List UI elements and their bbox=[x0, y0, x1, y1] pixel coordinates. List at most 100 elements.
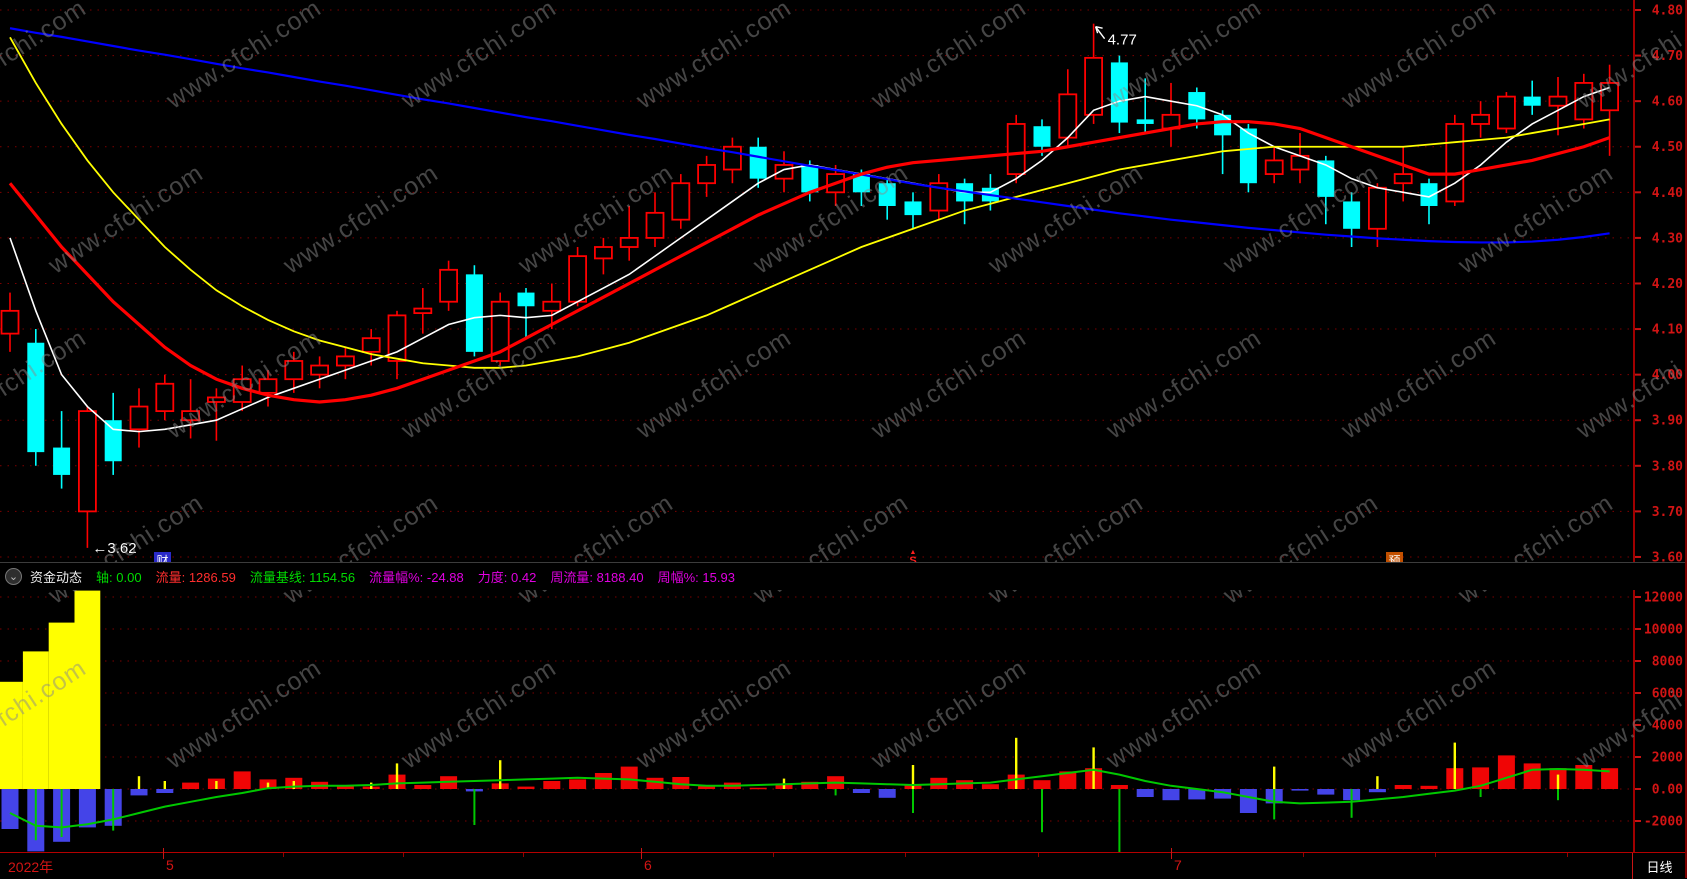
weekly-flow-spike bbox=[1556, 774, 1560, 789]
flow-axis-label: 0.00 bbox=[1652, 783, 1683, 798]
candle-body-up bbox=[439, 268, 459, 303]
price-axis-label: 4.00 bbox=[1652, 368, 1683, 383]
price-axis-label: 4.40 bbox=[1652, 186, 1683, 201]
week-tick bbox=[1435, 853, 1436, 857]
year-label: 2022年 bbox=[8, 859, 54, 875]
daily-flow-bar bbox=[517, 786, 535, 789]
daily-flow-bar bbox=[1317, 789, 1335, 795]
month-tick bbox=[641, 848, 642, 859]
candle-body-down bbox=[1136, 119, 1154, 124]
candle-body-up bbox=[1548, 95, 1568, 107]
month-label: 7 bbox=[1174, 857, 1182, 873]
main-chart-svg[interactable]: 4.80 4.70 4.60 4.50 4.40 4.30 4.20 4.10 4.00 3.90… bbox=[0, 0, 1687, 852]
candle-body-down bbox=[801, 164, 819, 193]
daily-flow-bar bbox=[878, 789, 896, 798]
flow-axis-label: 10000 bbox=[1644, 623, 1683, 638]
price-axis-label: 4.30 bbox=[1652, 231, 1683, 246]
candle-body-up bbox=[181, 410, 201, 422]
candle-body-up bbox=[671, 182, 691, 221]
week-tick bbox=[1038, 853, 1039, 857]
weekly-flow-spike bbox=[1273, 766, 1276, 789]
weekly-flow-spike bbox=[1376, 776, 1379, 789]
daily-flow-bar bbox=[672, 777, 690, 789]
ma-line-yellow bbox=[9, 36, 1610, 369]
candle-body-up bbox=[1497, 95, 1516, 130]
flow-axis-label: -2000 bbox=[1644, 815, 1683, 830]
daily-flow-bar bbox=[414, 785, 432, 789]
weekly-flow-bar bbox=[22, 651, 49, 789]
weekly-flow-spike bbox=[1453, 742, 1456, 789]
price-axis-label: 3.60 bbox=[1652, 550, 1683, 565]
daily-flow-bar bbox=[801, 781, 819, 789]
candle-body-up bbox=[1368, 186, 1387, 230]
daily-flow-bar bbox=[956, 780, 974, 789]
indicator-field-flow-baseline: 流量基线: 1154.56 bbox=[249, 570, 356, 585]
month-tick bbox=[163, 848, 164, 859]
low-price-label: ←3.62 bbox=[92, 540, 136, 557]
weekly-flow-spike bbox=[215, 781, 218, 789]
candle-body-up bbox=[697, 164, 716, 185]
daily-flow-bar bbox=[1291, 789, 1309, 791]
daily-flow-bar bbox=[749, 787, 767, 790]
chevron-down-icon[interactable]: ⌄ bbox=[5, 568, 22, 585]
candle-body-down bbox=[517, 292, 535, 307]
week-tick bbox=[1567, 853, 1568, 857]
candle-body-up bbox=[0, 309, 20, 335]
daily-flow-bar bbox=[1394, 785, 1412, 789]
xd-event-marker[interactable]: ▲ S bbox=[906, 549, 920, 567]
price-axis-label: 4.10 bbox=[1652, 323, 1683, 338]
candle-body-down bbox=[1523, 96, 1541, 106]
candle-body-up bbox=[78, 410, 97, 513]
weekly-flow-spike bbox=[911, 765, 915, 789]
week-tick bbox=[905, 853, 906, 857]
weekly-flow-bar bbox=[74, 590, 101, 789]
candle-body-down bbox=[1110, 62, 1128, 123]
weekly-flow-spike bbox=[1092, 747, 1095, 789]
candle-body-up bbox=[1445, 123, 1465, 203]
indicator-field-week-flow: 周流量: 8188.40 bbox=[550, 570, 644, 585]
candle-body-up bbox=[929, 182, 949, 212]
candle-body-up bbox=[335, 355, 355, 367]
daily-flow-bar bbox=[569, 779, 587, 789]
candle-body-up bbox=[1264, 159, 1284, 175]
candle-body-up bbox=[619, 236, 639, 248]
candle-body-up bbox=[1600, 82, 1619, 112]
period-label: 日线 bbox=[1646, 859, 1673, 875]
week-tick bbox=[403, 853, 404, 857]
price-axis-label: 3.70 bbox=[1652, 505, 1683, 520]
week-tick bbox=[1303, 853, 1304, 857]
candle-body-down bbox=[749, 146, 767, 179]
candle-body-up bbox=[155, 382, 175, 413]
candle-body-down bbox=[878, 183, 896, 206]
daily-flow-bar bbox=[130, 789, 148, 796]
daily-flow-bar bbox=[1420, 785, 1438, 789]
candle-body-up bbox=[206, 396, 226, 403]
daily-flow-bar bbox=[1214, 789, 1232, 799]
date-axis: 2022年 日线 5 6 7 bbox=[0, 848, 1687, 879]
daily-flow-bar bbox=[698, 785, 716, 789]
weekly-flow-spike bbox=[1015, 737, 1018, 789]
ma-line-blue bbox=[9, 27, 1610, 244]
indicator-field-axis: 轴: 0.00 bbox=[96, 570, 142, 585]
screen-right-border bbox=[1685, 0, 1687, 878]
ma-line-red bbox=[8, 120, 1611, 404]
fund-flow-panel[interactable] bbox=[0, 590, 1619, 852]
candle-body-down bbox=[904, 201, 922, 216]
price-axis-label: 4.70 bbox=[1652, 49, 1683, 64]
weekly-flow-spike bbox=[163, 781, 166, 789]
flow-baseline-curve bbox=[9, 767, 1610, 829]
indicator-name: 资金动态 bbox=[30, 570, 83, 585]
daily-flow-bar bbox=[1575, 765, 1593, 789]
flow-axis-label: 4000 bbox=[1652, 719, 1683, 734]
period-selector[interactable]: 日线 bbox=[1632, 853, 1686, 879]
daily-flow-bar bbox=[646, 777, 664, 789]
price-axis-label: 3.80 bbox=[1652, 459, 1683, 474]
weekly-flow-bar bbox=[48, 622, 75, 789]
daily-flow-bar bbox=[543, 781, 561, 789]
price-axis-label: 3.90 bbox=[1652, 414, 1683, 429]
candlestick-panel[interactable] bbox=[0, 23, 1619, 548]
candle-body-up bbox=[1393, 173, 1413, 185]
candle-body-down bbox=[104, 420, 122, 462]
candle-body-up bbox=[1084, 56, 1103, 116]
